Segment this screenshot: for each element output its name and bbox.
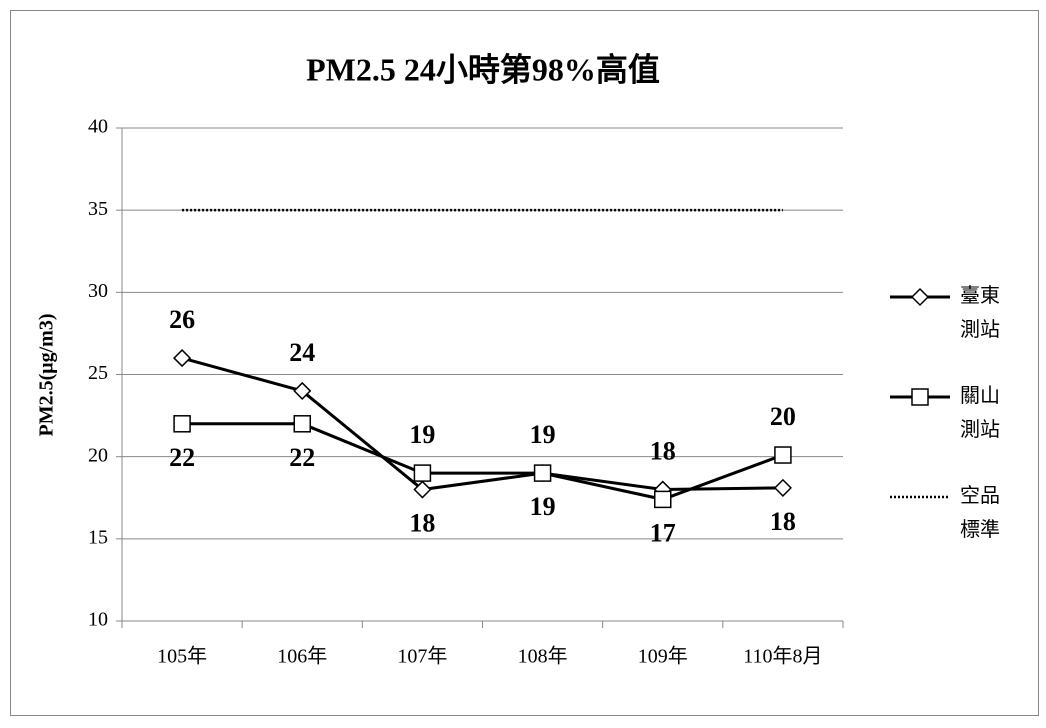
marker — [774, 446, 792, 464]
data-label: 19 — [409, 420, 435, 449]
data-label: 17 — [650, 518, 676, 547]
data-label: 26 — [169, 305, 195, 334]
marker — [293, 415, 311, 433]
x-tick-label: 109年 — [638, 645, 688, 668]
marker — [293, 381, 312, 400]
chart-title: PM2.5 24小時第98%高值 — [306, 51, 660, 87]
data-label: 24 — [289, 338, 315, 367]
marker — [910, 287, 930, 307]
marker — [911, 388, 929, 406]
marker — [413, 480, 432, 499]
x-tick-label: 107年 — [397, 645, 447, 668]
marker — [654, 490, 672, 509]
chart-border — [10, 10, 1039, 716]
marker — [773, 478, 792, 497]
marker — [533, 464, 552, 482]
data-label: 22 — [169, 443, 195, 472]
y-tick-label: 40 — [88, 116, 108, 138]
data-label: 20 — [770, 402, 796, 431]
y-tick-label: 15 — [88, 526, 108, 548]
x-tick-label: 110年8月 — [743, 645, 822, 668]
legend-label: 臺東測站 — [960, 284, 1000, 341]
y-tick-label: 35 — [88, 198, 108, 220]
data-label: 22 — [289, 443, 315, 472]
data-label: 18 — [409, 509, 435, 538]
data-label: 18 — [650, 437, 676, 466]
y-tick-label: 30 — [88, 280, 108, 302]
marker — [173, 349, 192, 368]
legend-label: 空品標準 — [960, 484, 1000, 541]
series-line — [181, 356, 783, 492]
x-tick-label: 108年 — [518, 645, 568, 668]
x-tick-label: 106年 — [277, 645, 327, 668]
marker — [173, 415, 191, 433]
data-label: 18 — [770, 507, 796, 536]
legend-label: 關山測站 — [960, 384, 1000, 441]
series-line — [182, 422, 784, 501]
marker — [413, 464, 432, 482]
y-axis-label: PM2.5(μg/m3) — [36, 314, 58, 437]
data-label: 19 — [530, 492, 556, 521]
y-tick-label: 20 — [88, 444, 108, 466]
y-tick-label: 10 — [88, 609, 108, 631]
y-tick-label: 25 — [88, 362, 108, 384]
x-tick-label: 105年 — [157, 645, 207, 668]
data-label: 19 — [530, 420, 556, 449]
